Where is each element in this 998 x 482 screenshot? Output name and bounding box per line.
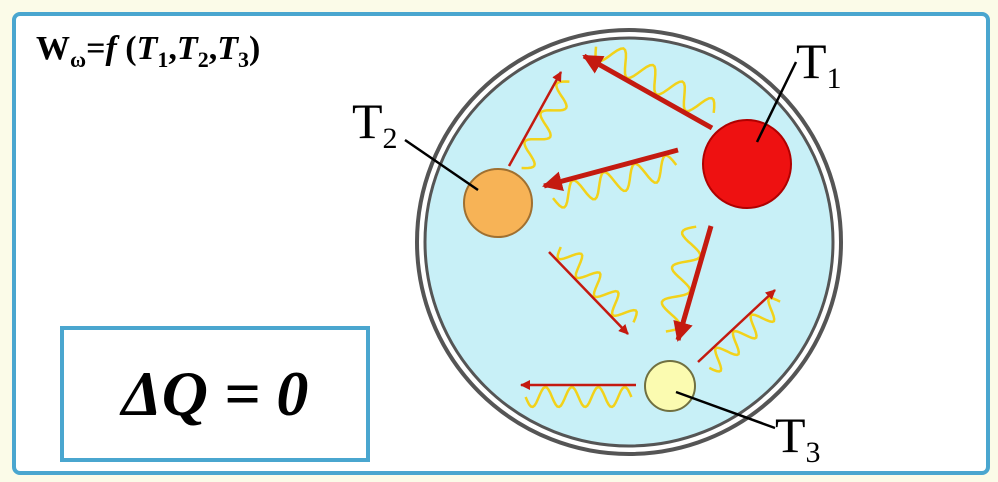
ray-t2-to-t3-arrow: [548, 251, 629, 335]
body-t1-sphere: [702, 119, 792, 209]
ray-t1-to-t2-upper-arrow: [582, 53, 714, 131]
energy-balance-box: ΔQ = 0: [60, 326, 370, 462]
formula-open-paren: (: [116, 30, 137, 67]
t2-label: T2: [352, 93, 398, 155]
formula-w: W: [36, 30, 70, 67]
ray-t1-to-t3-arrow: [673, 225, 714, 342]
body-t2-sphere: [463, 168, 533, 238]
ray-t2-to-t3-wave: [556, 246, 638, 323]
t3-leader-line: [675, 390, 776, 430]
ray-t3-up-right-wave: [708, 296, 781, 373]
formula-t2: T: [176, 30, 198, 67]
ray-t1-to-t2-upper-wave: [594, 46, 716, 114]
formula-w-subscript: ω: [70, 47, 87, 72]
radiation-formula: Wω=f (T1,T2,T3): [36, 30, 260, 73]
formula-t2-subscript: 2: [197, 47, 209, 72]
formula-t1: T: [136, 30, 158, 67]
formula-equals: =: [86, 30, 106, 67]
ray-t1-to-t2-wave: [552, 154, 678, 209]
formula-comma-1: ,: [168, 30, 177, 67]
t3-label: T3: [775, 407, 821, 469]
ray-t3-to-left-wave: [524, 385, 633, 409]
ray-t2-upward-wave: [521, 80, 570, 170]
formula-t1-subscript: 1: [157, 47, 169, 72]
t2-leader-line: [404, 138, 479, 192]
t1-label: T1: [796, 33, 842, 95]
radiation-rays: [507, 46, 781, 409]
energy-balance-text: ΔQ = 0: [121, 358, 309, 429]
ray-t1-to-t3-wave: [660, 225, 702, 333]
ray-t3-up-right-arrow: [697, 289, 776, 363]
formula-t3-subscript: 3: [237, 47, 249, 72]
formula-comma-2: ,: [208, 30, 218, 67]
ray-t1-to-t2-arrow: [542, 147, 679, 191]
body-t3-sphere: [644, 360, 696, 412]
t1-leader-line: [755, 61, 798, 143]
formula-f: f: [105, 30, 117, 67]
formula-close-paren: ): [248, 30, 261, 67]
ray-t2-upward-arrow: [507, 71, 563, 167]
formula-t3: T: [217, 30, 238, 67]
